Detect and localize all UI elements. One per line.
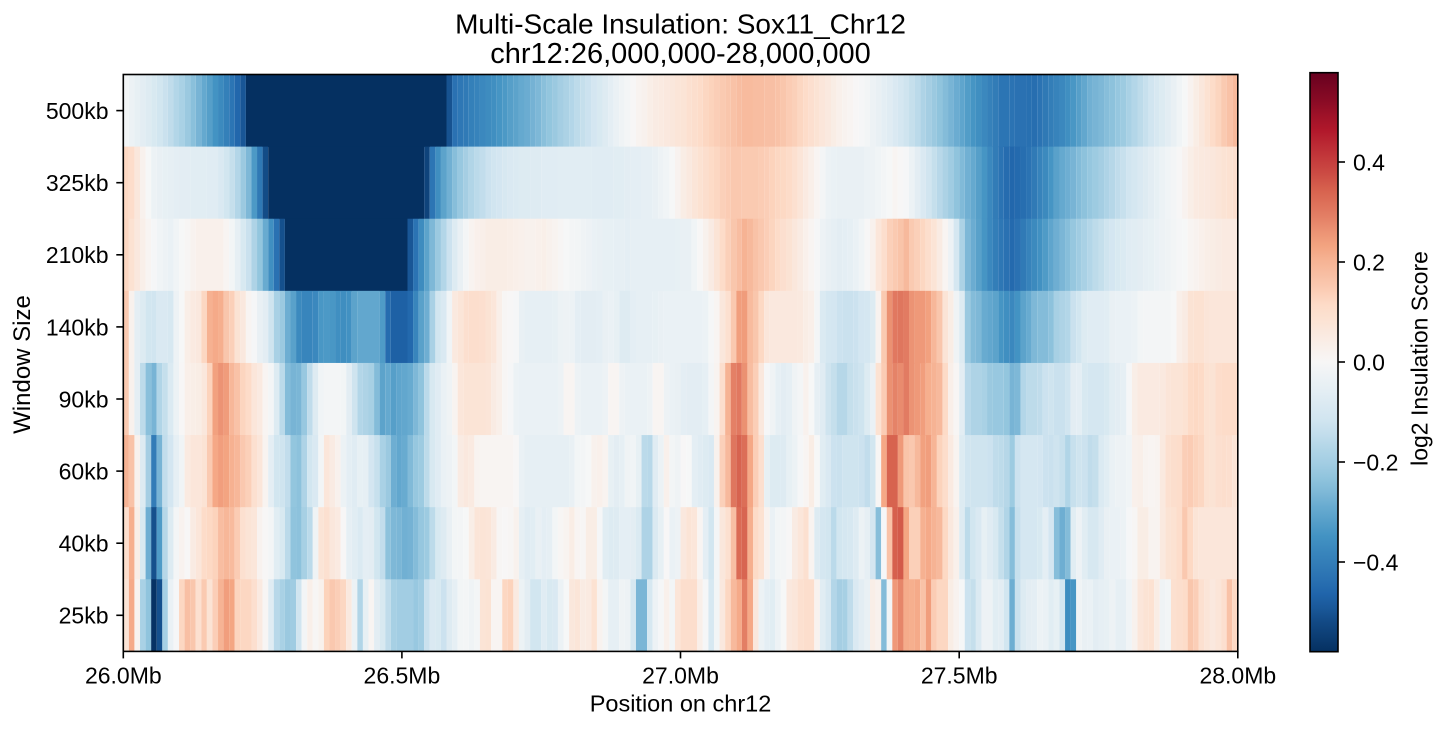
svg-text:−0.4: −0.4 xyxy=(1353,550,1399,576)
svg-text:60kb: 60kb xyxy=(59,459,109,485)
svg-text:0.2: 0.2 xyxy=(1353,250,1385,276)
svg-text:chr12:26,000,000-28,000,000: chr12:26,000,000-28,000,000 xyxy=(490,38,871,70)
svg-text:40kb: 40kb xyxy=(59,531,109,557)
svg-text:26.0Mb: 26.0Mb xyxy=(85,663,162,689)
svg-text:27.0Mb: 27.0Mb xyxy=(642,663,719,689)
svg-text:log2 Insulation Score: log2 Insulation Score xyxy=(1407,251,1433,466)
svg-text:Position on chr12: Position on chr12 xyxy=(590,691,772,717)
svg-text:Window Size: Window Size xyxy=(9,295,36,434)
svg-text:27.5Mb: 27.5Mb xyxy=(921,663,998,689)
svg-text:−0.2: −0.2 xyxy=(1353,450,1398,476)
svg-text:0.4: 0.4 xyxy=(1353,150,1385,176)
svg-text:90kb: 90kb xyxy=(59,386,109,412)
svg-text:500kb: 500kb xyxy=(46,98,109,124)
svg-text:325kb: 325kb xyxy=(46,170,109,196)
svg-text:140kb: 140kb xyxy=(46,314,109,340)
svg-text:26.5Mb: 26.5Mb xyxy=(364,663,441,689)
svg-text:Multi-Scale Insulation: Sox11_: Multi-Scale Insulation: Sox11_Chr12 xyxy=(455,9,906,40)
svg-text:210kb: 210kb xyxy=(46,242,109,268)
svg-text:0.0: 0.0 xyxy=(1353,350,1385,376)
svg-text:25kb: 25kb xyxy=(59,603,109,629)
svg-text:28.0Mb: 28.0Mb xyxy=(1199,663,1276,689)
